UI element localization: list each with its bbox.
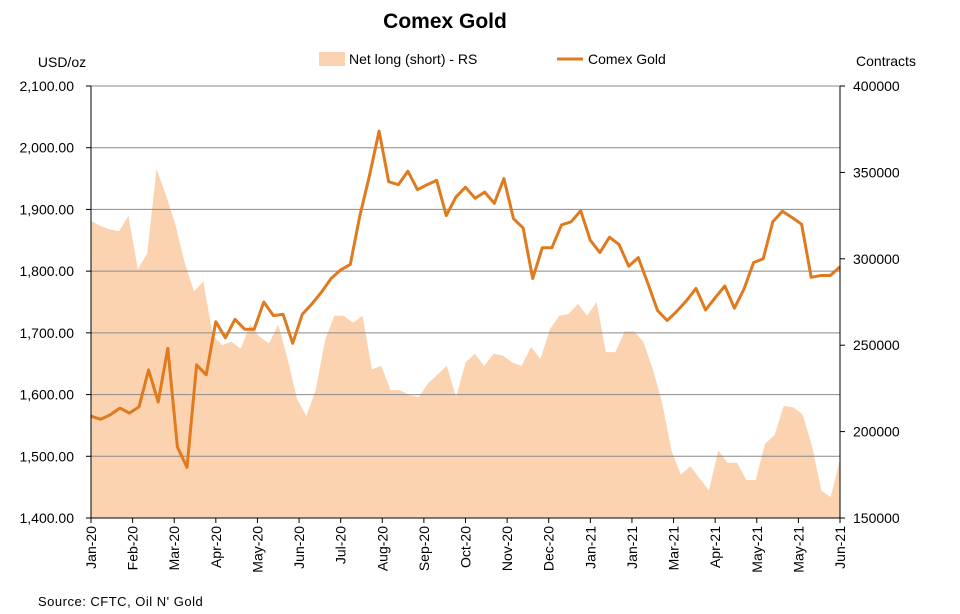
x-tick-label: Jun-20 [291, 526, 307, 569]
left-axis-ticks: 1,400.00 1,500.00 1,600.00 1,700.00 1,800.00… [20, 78, 91, 526]
right-axis-ticks: 150000 200000 250000 300000 350000 400000 [840, 78, 900, 526]
x-tick-label: Dec-20 [541, 526, 557, 571]
left-tick-label: 2,000.00 [20, 140, 75, 156]
chart-title: Comex Gold [383, 10, 507, 33]
x-tick-label: Mar-20 [166, 526, 182, 571]
x-tick-label: Jan-21 [582, 526, 598, 569]
x-tick-label: May-21 [749, 526, 765, 573]
legend-swatch-area [319, 52, 345, 66]
right-tick-label: 150000 [853, 510, 900, 526]
right-tick-label: 300000 [853, 251, 900, 267]
x-tick-label: Aug-20 [374, 526, 390, 571]
x-tick-label: Apr-20 [208, 526, 224, 568]
legend-label-area: Net long (short) - RS [349, 51, 477, 67]
right-tick-label: 250000 [853, 337, 900, 353]
left-tick-label: 1,800.00 [20, 263, 75, 279]
right-tick-label: 400000 [853, 78, 900, 94]
left-tick-label: 1,500.00 [20, 448, 75, 464]
x-tick-label: Jan-21 [624, 526, 640, 569]
gridlines [91, 85, 840, 457]
comex-gold-line [90, 129, 842, 469]
x-tick-label: Jun-21 [832, 526, 848, 569]
line-layer [90, 129, 842, 469]
area-layer [91, 168, 840, 518]
right-tick-label: 350000 [853, 164, 900, 180]
x-tick-label: Sep-20 [416, 526, 432, 571]
right-axis-title: Contracts [856, 53, 916, 69]
legend-label-line: Comex Gold [588, 51, 666, 67]
left-tick-label: 1,400.00 [20, 510, 75, 526]
left-tick-label: 1,700.00 [20, 325, 75, 341]
x-tick-label: Jul-20 [333, 526, 349, 564]
x-tick-label: May-21 [790, 526, 806, 573]
net-long-area [91, 168, 840, 518]
x-tick-label: Oct-20 [458, 526, 474, 568]
left-tick-label: 1,600.00 [20, 387, 75, 403]
right-tick-label: 200000 [853, 424, 900, 440]
x-tick-label: Feb-20 [125, 526, 141, 571]
x-tick-label: Jan-20 [83, 526, 99, 569]
legend: Net long (short) - RS Comex Gold [319, 51, 666, 67]
x-tick-label: Nov-20 [499, 526, 515, 571]
left-axis-title: USD/oz [38, 54, 86, 70]
x-axis-ticks: Jan-20 Feb-20 Mar-20 Apr-20 May-20 Jun-20 Jul-… [83, 518, 848, 573]
x-tick-label: Apr-21 [707, 526, 723, 568]
x-tick-label: Mar-21 [666, 526, 682, 571]
left-tick-label: 1,900.00 [20, 201, 75, 217]
x-tick-label: May-20 [249, 526, 265, 573]
left-tick-label: 2,100.00 [20, 78, 75, 94]
source-note: Source: CFTC, Oil N' Gold [38, 594, 203, 609]
